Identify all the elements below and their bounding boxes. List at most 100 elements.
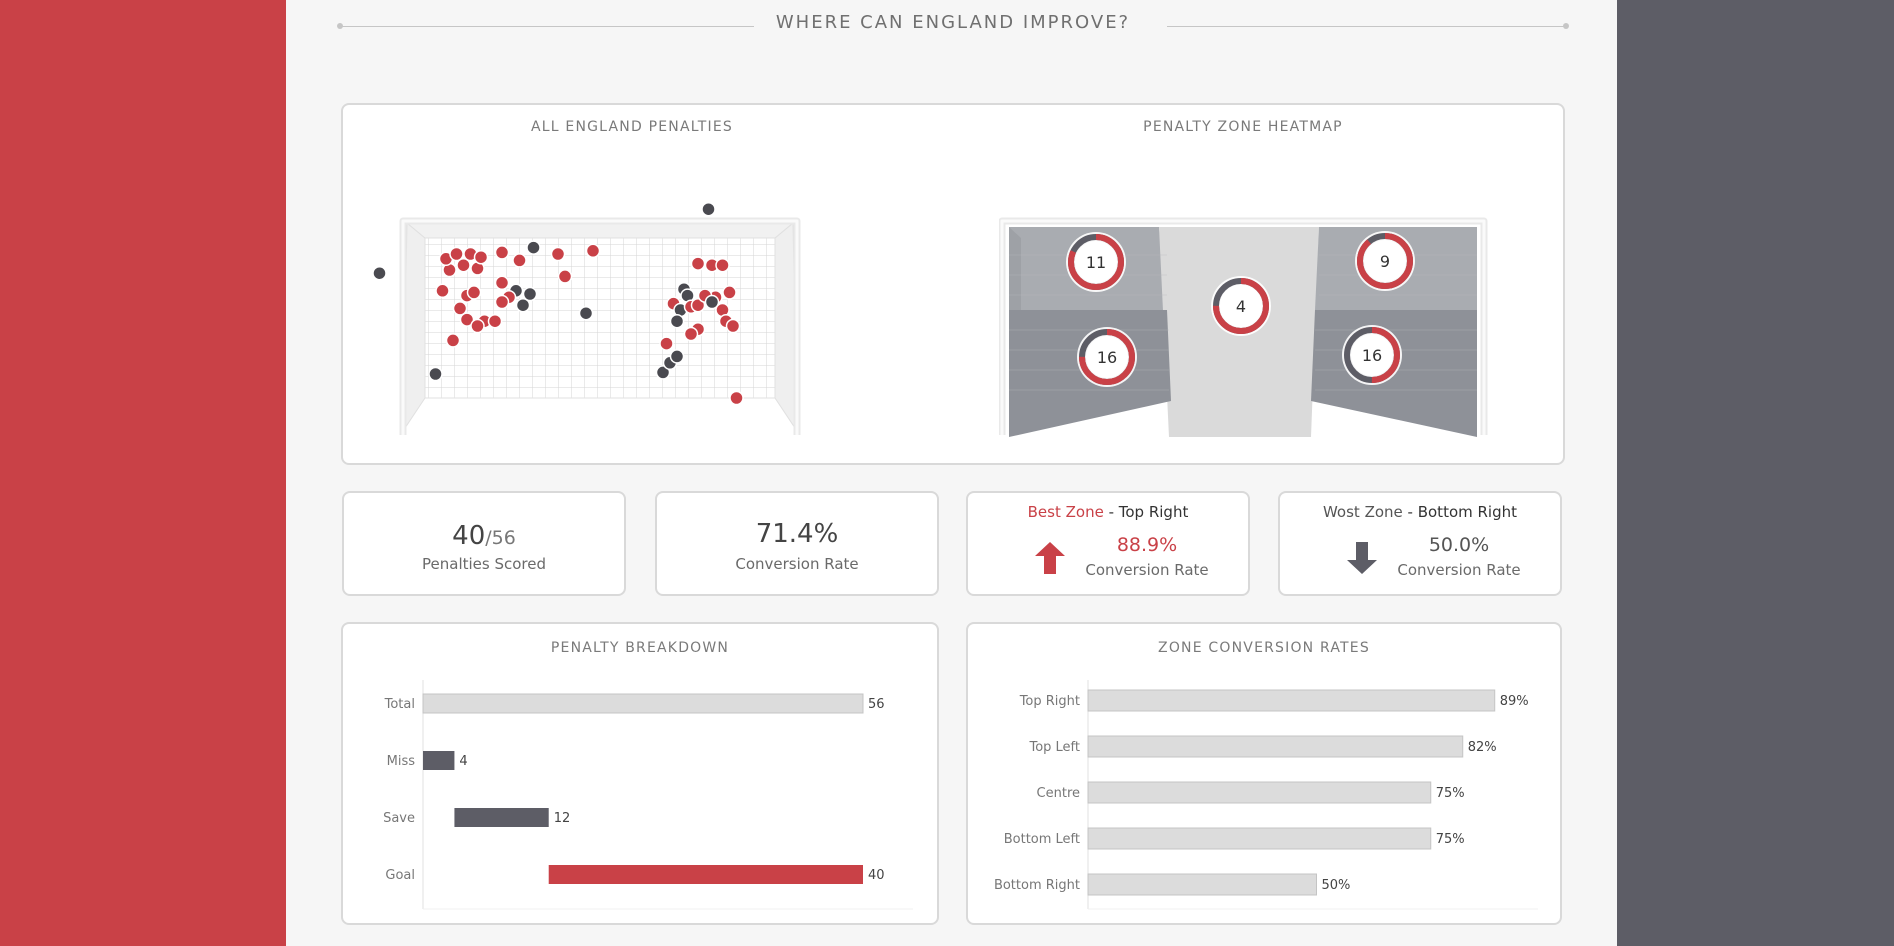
kpi-worst-heading: Wost Zone - Bottom Right — [1280, 503, 1560, 521]
shot-point-goal — [690, 256, 706, 271]
breakdown-bar — [548, 865, 863, 884]
kpi-rate-value: 71.4% — [755, 519, 839, 549]
zone-rate-bar — [1087, 827, 1432, 850]
page-title: WHERE CAN ENGLAND IMPROVE? — [775, 12, 1131, 33]
zone-category-label: Top Right — [1019, 694, 1080, 709]
zone-donut-arc — [1213, 278, 1269, 334]
zone-category-label: Centre — [1037, 786, 1080, 801]
title-divider-dot-right — [1563, 23, 1569, 29]
breakdown-category-label: Save — [383, 811, 415, 826]
breakdown-title: PENALTY BREAKDOWN — [550, 640, 730, 656]
kpi-scored-value-line: 40/56 — [344, 521, 624, 551]
shot-point-miss — [701, 201, 716, 217]
zone-rate-bar — [1087, 781, 1432, 804]
shot-point-save — [578, 305, 594, 321]
zone-count-label: 16 — [1362, 346, 1382, 365]
zone-rate-value-label: 82% — [1468, 740, 1497, 755]
zone-rate-value-label: 75% — [1436, 832, 1465, 847]
breakdown-category-label: Miss — [387, 754, 416, 769]
arrow-down-icon — [1347, 542, 1377, 574]
shot-point-goal — [494, 245, 510, 260]
shot-point-save — [704, 294, 720, 310]
shot-point-goal — [550, 246, 566, 262]
shot-point-goal — [435, 283, 450, 299]
breakdown-bar — [423, 751, 455, 770]
shot-point-goal — [494, 275, 510, 291]
shot-point-goal — [445, 333, 461, 348]
left-side-panel — [0, 0, 286, 946]
penalties-map-title: ALL ENGLAND PENALTIES — [530, 119, 734, 135]
zone-rate-bar — [1087, 689, 1496, 712]
kpi-best-zone: Top Right — [1118, 503, 1189, 521]
zone-rate-value-label: 89% — [1500, 694, 1529, 709]
zone-donut-bottom-left: 16 — [1077, 327, 1137, 387]
shot-point-save — [526, 240, 541, 255]
zone-rate-value-label: 50% — [1322, 878, 1351, 893]
zone-category-label: Bottom Left — [1004, 832, 1080, 847]
zone-donut-bottom-right: 16 — [1342, 325, 1402, 385]
kpi-best-heading: Best Zone - Top Right — [968, 503, 1248, 521]
shot-point-save — [669, 349, 685, 364]
shot-point-goal — [715, 257, 730, 273]
breakdown-bar — [454, 808, 549, 827]
breakdown-category-label: Goal — [385, 868, 415, 883]
zone-donut-center — [1351, 334, 1393, 376]
heatmap-title: PENALTY ZONE HEATMAP — [1143, 119, 1343, 135]
shot-point-goal — [494, 294, 510, 310]
shot-point-save — [669, 313, 685, 329]
kpi-worst-value: 50.0% — [1428, 534, 1490, 556]
shot-point-goal — [683, 326, 699, 342]
zone-donut-center — [1364, 240, 1406, 282]
zone-count-label: 11 — [1086, 253, 1106, 272]
zone-donut-arc — [1079, 329, 1135, 385]
breakdown-value-label: 4 — [459, 754, 467, 769]
zone-donut-centre: 4 — [1211, 276, 1271, 336]
zone-category-label: Top Left — [1028, 740, 1080, 755]
shot-point-goal — [512, 253, 527, 268]
kpi-conversion-rate: 71.4% Conversion Rate — [655, 491, 939, 596]
breakdown-value-label: 56 — [868, 697, 885, 712]
zone-donut-arc — [1357, 233, 1413, 289]
kpi-best-label: Conversion Rate — [1085, 561, 1209, 579]
shot-point-goal — [659, 336, 674, 351]
zone-donut-arc — [1068, 234, 1124, 290]
shot-point-goal — [473, 249, 489, 265]
shot-point-goal — [690, 297, 706, 313]
title-divider-dot-left — [337, 23, 343, 29]
shot-point-goal — [459, 312, 475, 327]
shot-point-goal — [470, 318, 485, 334]
breakdown-bar — [422, 693, 864, 714]
kpi-best-zone: Best Zone - Top Right 88.9% Conversion R… — [966, 491, 1250, 596]
shot-point-goal — [452, 301, 468, 316]
kpi-scored-label: Penalties Scored — [422, 555, 546, 573]
kpi-best-value: 88.9% — [1116, 534, 1178, 556]
zone-count-label: 4 — [1236, 297, 1246, 316]
penalties-goal-plot — [372, 201, 801, 435]
breakdown-value-label: 40 — [868, 868, 885, 883]
zone-rate-bar — [1087, 735, 1464, 758]
kpi-best-prefix: Best Zone — [1027, 503, 1104, 521]
kpi-scored-total: /56 — [485, 527, 516, 549]
zone-rate-value-label: 75% — [1436, 786, 1465, 801]
right-side-panel — [1617, 0, 1894, 946]
shot-point-goal — [487, 313, 503, 329]
shot-point-save — [522, 286, 538, 302]
shot-point-miss — [372, 265, 387, 281]
breakdown-category-label: Total — [384, 697, 415, 712]
kpi-worst-sep: - — [1402, 503, 1418, 521]
zone-donut-center — [1220, 285, 1262, 327]
zone-rate-bar — [1087, 873, 1317, 896]
shot-point-goal — [722, 285, 737, 300]
shot-point-goal — [585, 243, 601, 259]
kpi-worst-prefix: Wost Zone — [1322, 503, 1403, 521]
kpi-worst-zone: Bottom Right — [1417, 503, 1518, 521]
zone-donut-arc — [1344, 327, 1400, 383]
shot-point-goal — [557, 269, 573, 284]
zone-category-label: Bottom Right — [994, 878, 1080, 893]
shot-point-goal — [456, 257, 471, 273]
zone-count-label: 16 — [1097, 348, 1117, 367]
zone-conversion-card: ZONE CONVERSION RATES Top Right 89% Top Le… — [966, 622, 1562, 925]
zone-count-label: 9 — [1380, 252, 1390, 271]
shot-point-save — [655, 365, 671, 380]
zone-heatmap: 11 4 9 16 16 — [999, 217, 1488, 437]
